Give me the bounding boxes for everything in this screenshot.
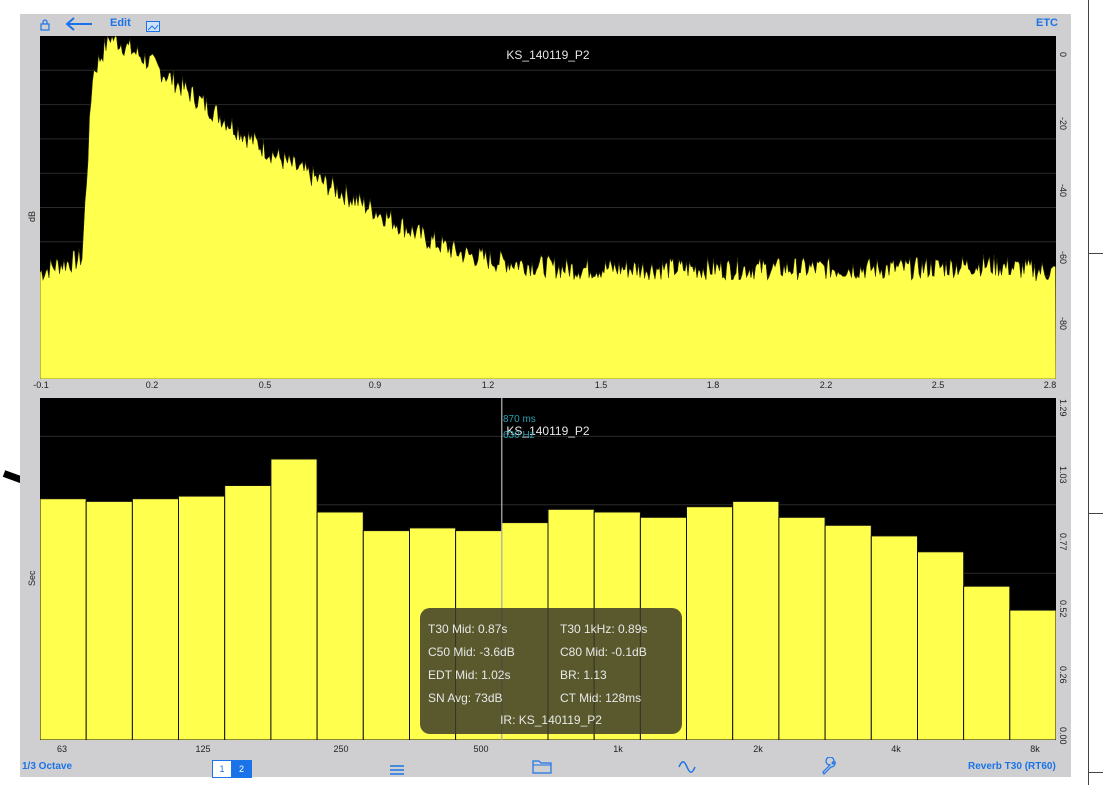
etc-xtick: 1.8: [706, 380, 720, 390]
etc-area-series: [40, 36, 1056, 379]
rt-bar-200: [270, 458, 318, 740]
rt-bar-63: [40, 498, 87, 740]
rt-ytick: 0.26: [1058, 666, 1068, 684]
etc-xtick: 2.5: [931, 380, 945, 390]
top-toolbar: Edit ETC: [20, 14, 1071, 36]
etc-xtick: 1.2: [481, 380, 495, 390]
rt-xtick: 125: [195, 744, 211, 754]
rt-ylabel: Sec: [27, 570, 37, 586]
rt-bar-100: [131, 498, 180, 740]
stat-ir-name: IR: KS_140119_P2: [500, 713, 602, 727]
etc-ytick: -40: [1058, 184, 1068, 198]
rt-bar-5k: [917, 551, 965, 740]
rt-bar-250: [316, 511, 364, 740]
rt-bar-125: [178, 495, 226, 740]
rt-bar-80: [85, 500, 133, 740]
rt-xtick: 2k: [753, 744, 763, 754]
etc-ylabel: dB: [27, 210, 37, 222]
divider-1: [1088, 253, 1103, 254]
stat-edt-mid: EDT Mid: 1.02s: [428, 668, 511, 682]
stat-ct-mid: CT Mid: 128ms: [560, 691, 642, 705]
rt-ytick: 0.00: [1058, 727, 1068, 745]
divider-3: [1088, 772, 1103, 773]
list-icon[interactable]: [390, 762, 404, 780]
rt-ytick: 1.03: [1058, 466, 1068, 484]
stats-overlay: T30 Mid: 0.87s T30 1kHz: 0.89s C50 Mid: …: [420, 608, 682, 734]
folder-icon[interactable]: [532, 758, 552, 779]
etc-plot-title: KS_140119_P2: [506, 48, 590, 62]
divider-2: [1088, 513, 1103, 514]
etc-ytick: -60: [1058, 251, 1068, 265]
etc-view-label[interactable]: ETC: [1036, 17, 1058, 29]
stat-c80-mid: C80 Mid: -0.1dB: [560, 645, 647, 659]
rt-xtick: 4k: [891, 744, 901, 754]
etc-ytick: 0: [1058, 52, 1068, 58]
etc-xtick: 0.9: [368, 380, 382, 390]
segment-2-button[interactable]: 2: [231, 760, 252, 778]
stat-t30-mid: T30 Mid: 0.87s: [428, 622, 508, 636]
rt-xtick: 500: [473, 744, 489, 754]
rt-bar-2.5k: [778, 516, 826, 740]
lock-icon[interactable]: [40, 18, 50, 36]
stat-c50-mid: C50 Mid: -3.6dB: [428, 645, 515, 659]
rt-ytick: 1.29: [1058, 399, 1068, 417]
stat-br: BR: 1.13: [560, 668, 607, 682]
waveform-icon[interactable]: [678, 760, 696, 778]
image-icon[interactable]: [146, 19, 160, 37]
etc-ytick: -20: [1058, 117, 1068, 131]
etc-plot[interactable]: KS_140119_P2: [40, 36, 1056, 379]
etc-chart: [40, 36, 1056, 379]
back-arrow-icon[interactable]: [64, 17, 94, 36]
rt-bar-3.15k: [824, 524, 872, 740]
etc-xtick: -0.1: [33, 380, 49, 390]
bottom-toolbar: 1/3 Octave 1 2 Reverb T30 (RT60): [20, 756, 1071, 780]
rt-ytick: 0.52: [1058, 600, 1068, 618]
cursor-time-label: 870 ms: [503, 414, 536, 425]
rt-xtick: 1k: [613, 744, 623, 754]
rt-bar-160: [224, 485, 272, 740]
rt-xtick: 8k: [1030, 744, 1040, 754]
rt-ytick: 0.77: [1058, 533, 1068, 551]
rt-bar-8k: [1009, 609, 1056, 740]
rt-xtick: 63: [56, 744, 68, 754]
measurement-mode-button[interactable]: Reverb T30 (RT60): [968, 761, 1056, 772]
band-resolution-button[interactable]: 1/3 Octave: [22, 761, 73, 772]
rt-bar-2k: [732, 500, 780, 740]
edit-button[interactable]: Edit: [110, 17, 131, 29]
rt-xtick: 250: [333, 744, 349, 754]
rt-bar-315: [362, 530, 410, 740]
etc-xtick: 0.5: [258, 380, 272, 390]
right-divider: [1088, 0, 1089, 785]
wrench-icon[interactable]: [820, 756, 838, 780]
rt-bar-1.6k: [686, 506, 734, 740]
app-window: Edit ETC KS_140119_P2 dB KS_140119_P2 87…: [20, 14, 1071, 780]
etc-xtick: 1.5: [594, 380, 608, 390]
rt-plot-title: KS_140119_P2: [506, 424, 590, 438]
rt-bar-4k: [870, 535, 918, 740]
etc-xtick: 2.8: [1043, 380, 1057, 390]
cursor-freq-label: 630 Hz: [503, 430, 535, 441]
stat-t30-1k: T30 1kHz: 0.89s: [560, 622, 648, 636]
segment-1-button[interactable]: 1: [212, 760, 232, 778]
rt-bar-6.3k: [963, 585, 1011, 740]
etc-ytick: -80: [1058, 317, 1068, 331]
stat-sn-avg: SN Avg: 73dB: [428, 691, 503, 705]
etc-xtick: 2.2: [819, 380, 833, 390]
etc-xtick: 0.2: [145, 380, 159, 390]
